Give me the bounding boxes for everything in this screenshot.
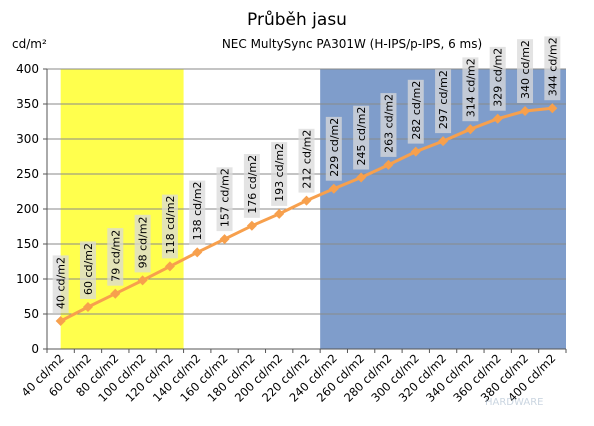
y-tick-label: 400 (16, 62, 39, 76)
data-label-box (353, 105, 370, 170)
data-label: 344 cd/m2 (546, 37, 559, 96)
data-label: 40 cd/m2 (55, 257, 68, 309)
data-label-box (52, 255, 69, 313)
data-point (219, 234, 230, 245)
y-tick-label: 300 (16, 132, 39, 146)
data-point (55, 316, 66, 326)
data-label-box (189, 180, 206, 245)
data-point (410, 146, 421, 157)
data-point (164, 261, 175, 272)
data-point (492, 113, 503, 124)
data-label: 176 cd/m2 (246, 155, 259, 214)
y-tick-label: 250 (16, 167, 39, 181)
data-label: 245 cd/m2 (355, 107, 368, 166)
watermark: HARDWARE (485, 397, 543, 408)
y-tick-labels: 0 50 100 150 200 250 300 350 400 (16, 62, 39, 356)
data-label: 79 cd/m2 (109, 230, 122, 282)
data-point (356, 172, 367, 183)
data-point (110, 288, 121, 299)
data-point (520, 106, 531, 116)
data-labels: 40 cd/m2 60 cd/m2 79 cd/m2 98 cd/m2 118 cd/m… (52, 36, 561, 313)
data-label-box (380, 93, 397, 157)
data-points (55, 103, 558, 326)
chart-subtitle: NEC MultySync PA301W (H-IPS/p-IPS, 6 ms) (222, 37, 482, 51)
data-label: 340 cd/m2 (519, 40, 532, 99)
data-label-box (462, 57, 479, 122)
data-label: 314 cd/m2 (464, 58, 477, 117)
data-label-box (79, 241, 96, 299)
data-label-box (517, 39, 534, 103)
y-tick-label: 50 (24, 307, 39, 321)
data-label-box (271, 142, 288, 206)
data-label: 138 cd/m2 (191, 181, 204, 240)
y-axis-label: cd/m² (12, 37, 47, 51)
y-tick-label: 100 (16, 272, 39, 286)
data-label-box (161, 194, 178, 259)
data-label-box (435, 69, 452, 134)
data-point (274, 208, 285, 219)
data-label: 229 cd/m2 (328, 118, 341, 177)
data-point (246, 220, 257, 231)
data-label: 297 cd/m2 (437, 70, 450, 129)
data-label: 193 cd/m2 (273, 143, 286, 202)
data-point (137, 275, 148, 286)
data-label-box (407, 79, 424, 144)
data-label: 282 cd/m2 (410, 81, 423, 140)
data-label: 98 cd/m2 (137, 216, 150, 268)
data-point (328, 183, 339, 194)
data-label-box (298, 128, 315, 193)
data-point (82, 302, 93, 312)
data-point (547, 103, 558, 114)
data-label-box (489, 46, 506, 111)
data-label: 329 cd/m2 (492, 48, 505, 107)
data-label-box (325, 116, 342, 181)
data-label: 263 cd/m2 (382, 94, 395, 153)
data-label: 157 cd/m2 (219, 168, 232, 227)
y-tick-label: 350 (16, 97, 39, 111)
data-label: 60 cd/m2 (82, 243, 95, 295)
data-point (301, 195, 312, 206)
data-label-box (107, 228, 124, 286)
data-point (438, 136, 449, 147)
chart-title: Průběh jasu (247, 10, 347, 30)
data-label-box (243, 154, 260, 218)
data-label-box (216, 167, 233, 232)
data-point (192, 247, 203, 258)
data-point (465, 124, 476, 135)
axes (46, 69, 567, 353)
y-tick-label: 150 (16, 237, 39, 251)
y-tick-label: 200 (16, 202, 39, 216)
data-label: 212 cd/m2 (301, 130, 314, 189)
data-point (383, 159, 394, 170)
data-label: 118 cd/m2 (164, 195, 177, 254)
y-tick-label: 0 (31, 342, 39, 356)
data-label-box (134, 214, 151, 273)
data-label-box (544, 36, 561, 101)
